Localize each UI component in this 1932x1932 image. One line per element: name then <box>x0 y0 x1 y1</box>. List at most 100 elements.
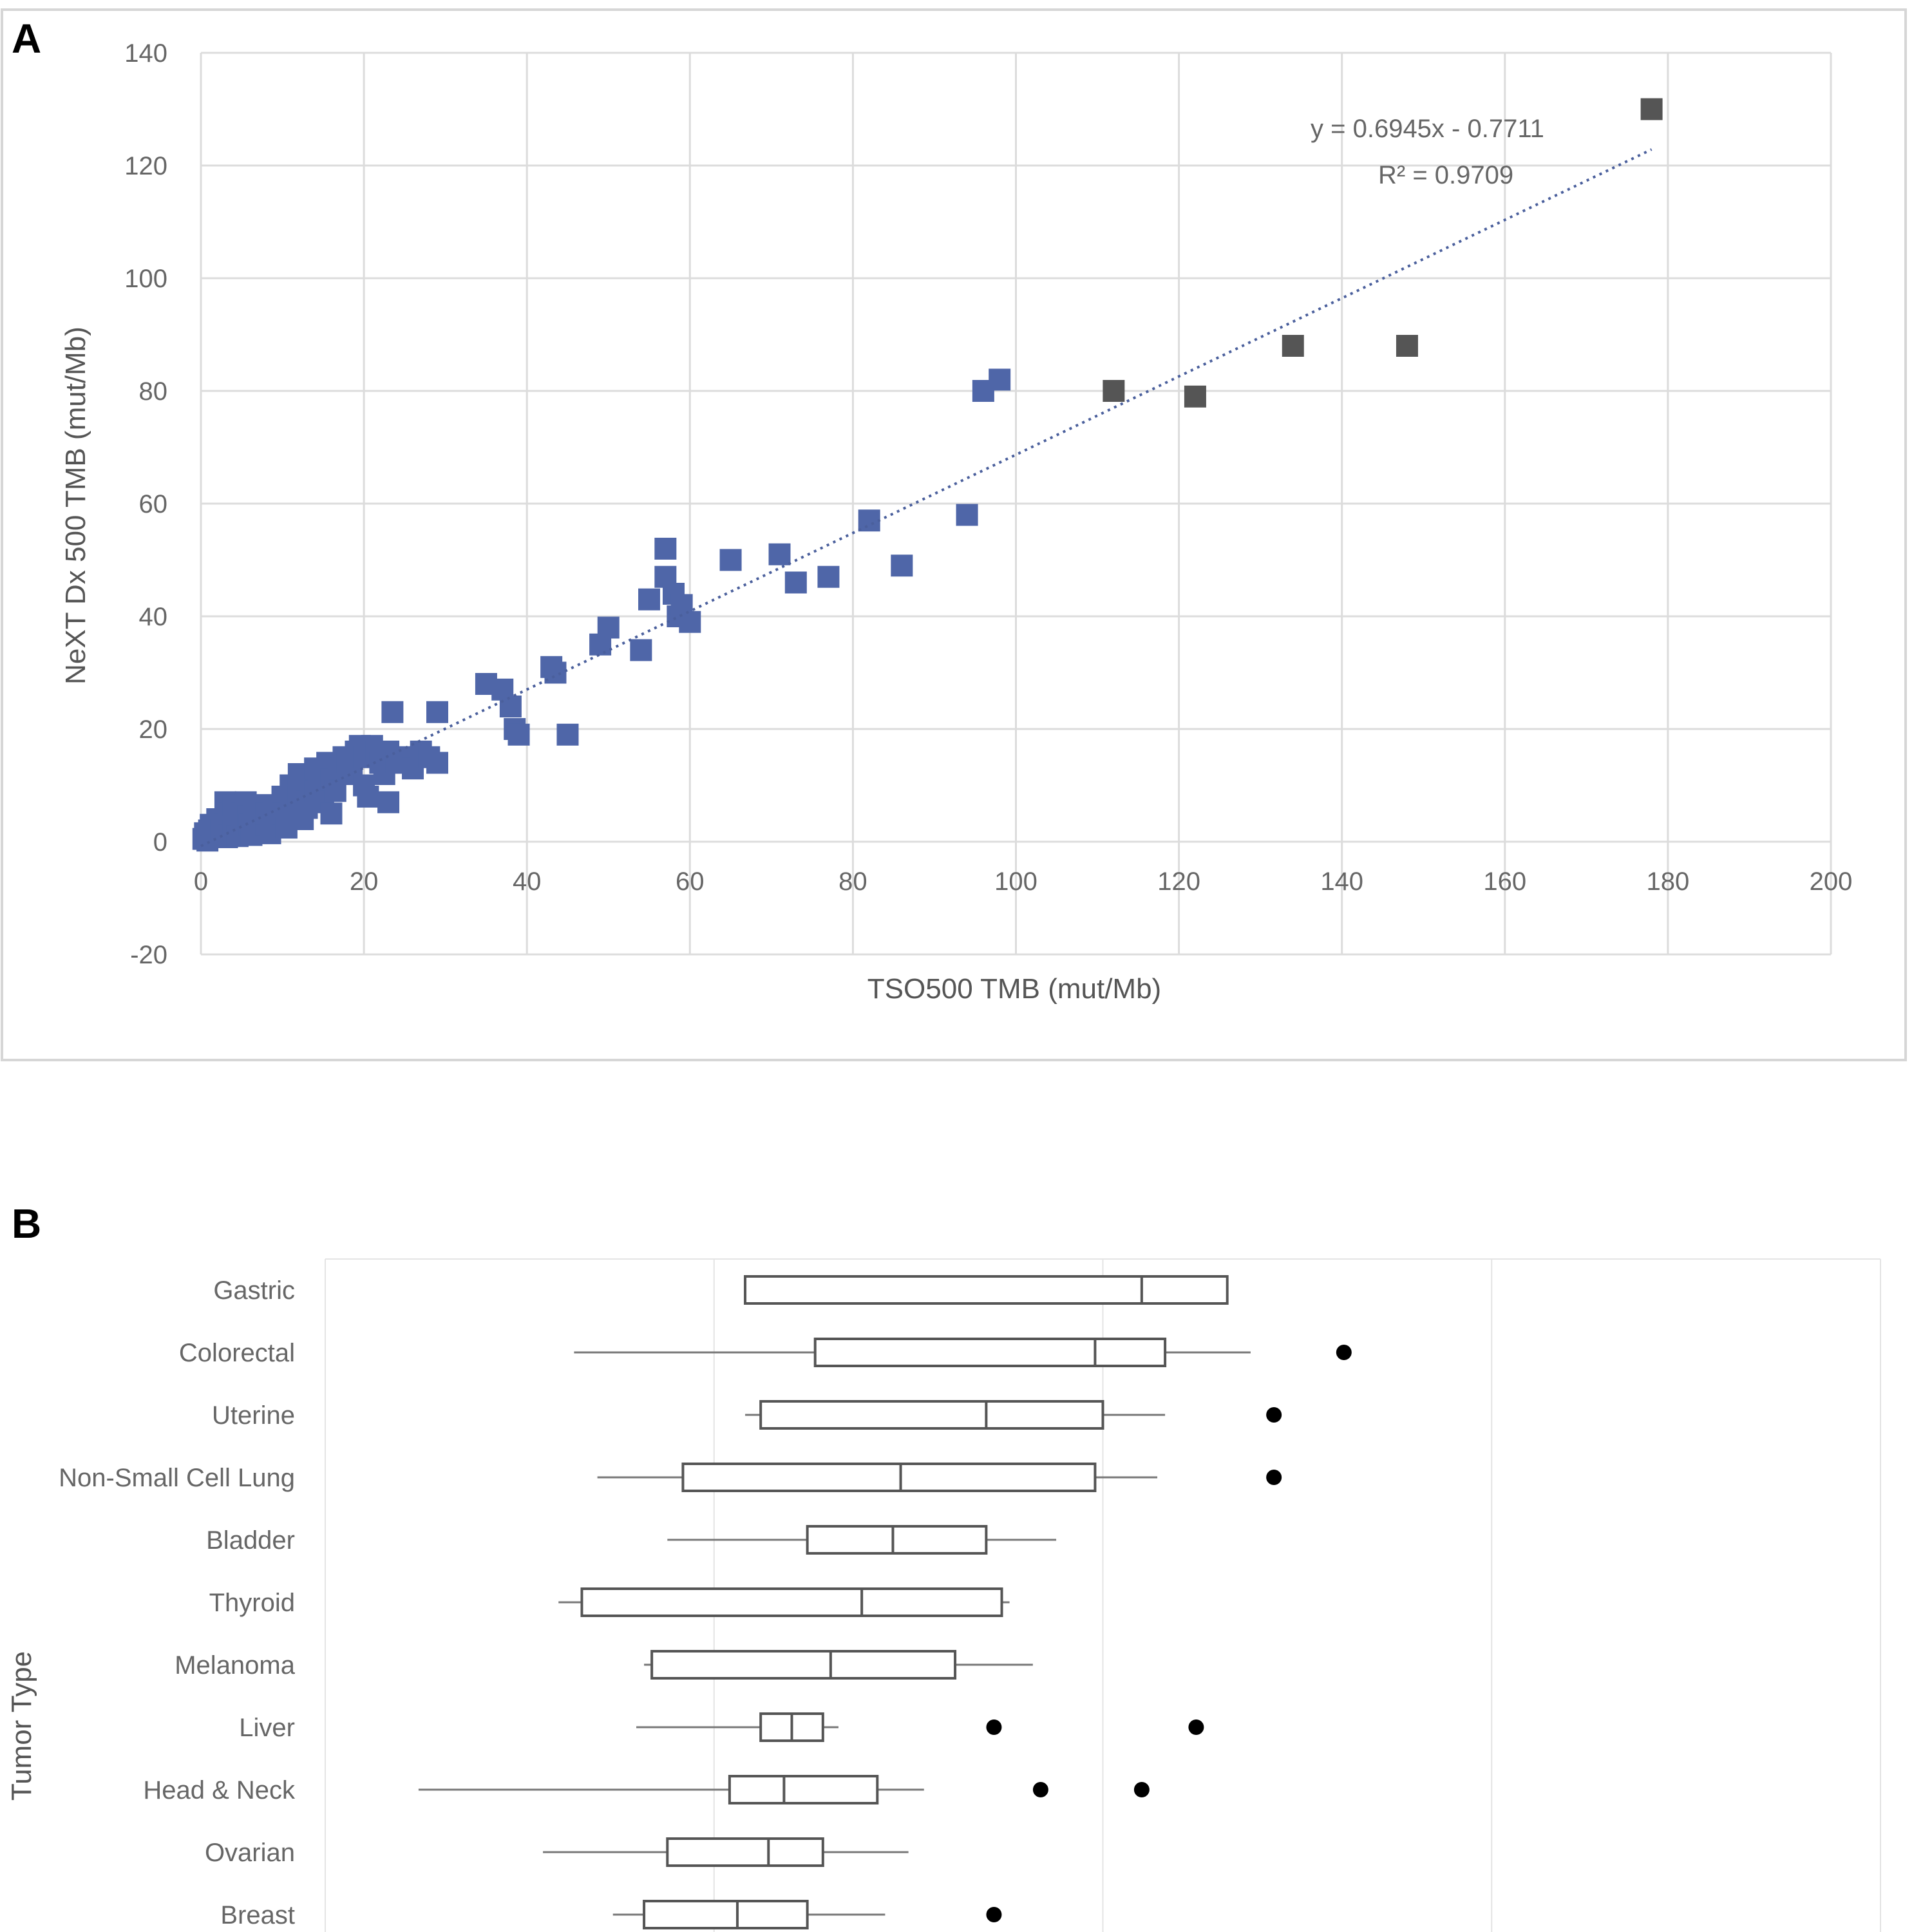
iqr-box <box>666 1837 824 1867</box>
box-plot-category-label: Non-Small Cell Lung <box>59 1464 295 1492</box>
box-plot-boxes <box>418 1275 1352 1929</box>
scatter-points <box>192 98 1663 852</box>
scatter-point <box>507 723 530 746</box>
scatter-point <box>630 639 652 661</box>
scatter-point <box>499 696 522 717</box>
scatter-x-tick-label: 120 <box>1157 867 1200 896</box>
scatter-y-axis-label: NeXT Dx 500 TMB (mut/Mb) <box>60 327 91 685</box>
box-plot-row <box>636 1712 1204 1742</box>
box-plot-row <box>744 1275 1229 1305</box>
box-plot-row <box>574 1338 1352 1367</box>
box-plot-row <box>667 1525 1057 1555</box>
scatter-point <box>556 723 579 746</box>
scatter-x-axis-label: TSO500 TMB (mut/Mb) <box>867 973 1161 1005</box>
scatter-y-tick-label: 120 <box>124 152 167 180</box>
scatter-point <box>357 786 379 808</box>
box-plot-category-label: Melanoma <box>175 1651 296 1680</box>
iqr-box <box>643 1900 809 1929</box>
scatter-point <box>679 611 701 633</box>
iqr-box <box>650 1650 957 1680</box>
outlier-point <box>1133 1782 1150 1797</box>
scatter-y-tick-label: 20 <box>139 715 168 744</box>
scatter-y-tick-labels: -20 0 20 40 60 80 100 120 140 <box>124 39 167 969</box>
scatter-y-tick-label: 40 <box>139 603 168 631</box>
box-plot-y-axis-label: Tumor Type <box>6 1651 37 1801</box>
box-plot-category-label: Liver <box>239 1714 295 1742</box>
scatter-x-tick-label: 60 <box>676 867 705 896</box>
box-plot-category-label: Head & Neck <box>143 1776 296 1804</box>
box-plot-category-label: Uterine <box>212 1401 295 1430</box>
scatter-point <box>891 554 913 577</box>
scatter-point <box>1184 385 1206 408</box>
panel-b: B Gastric Colorectal Uterine Non-Small Cell… <box>6 1200 1881 1932</box>
outlier-point <box>986 1719 1002 1735</box>
trendline-r-squared: R² = 0.9709 <box>1378 161 1513 189</box>
scatter-point <box>1640 98 1663 120</box>
box-plot-category-label: Ovarian <box>205 1839 295 1867</box>
outlier-point <box>1336 1345 1352 1360</box>
iqr-box <box>728 1775 879 1804</box>
box-plot-category-labels: Gastric Colorectal Uterine Non-Small Cell L… <box>59 1276 296 1929</box>
box-plot-row <box>745 1400 1282 1430</box>
scatter-point <box>426 701 448 723</box>
box-plot-category-label: Gastric <box>213 1276 295 1305</box>
trendline-equation: y = 0.6945x - 0.7711 <box>1311 115 1544 143</box>
trendline <box>200 148 1653 848</box>
iqr-box <box>759 1400 1104 1430</box>
panel-a-label: A <box>12 15 41 62</box>
scatter-y-tick-label: 100 <box>124 265 167 293</box>
scatter-point <box>989 368 1011 391</box>
scatter-point <box>1396 335 1418 357</box>
scatter-point <box>784 571 807 594</box>
scatter-point <box>377 791 400 813</box>
scatter-x-tick-labels: 0 20 40 60 80 100 120 140 160 180 200 <box>194 867 1853 896</box>
scatter-x-tick-label: 200 <box>1810 867 1853 896</box>
scatter-y-tick-label: 140 <box>124 39 167 68</box>
scatter-y-tick-label: 60 <box>139 490 168 518</box>
scatter-point <box>638 588 661 611</box>
scatter-point <box>381 701 404 723</box>
scatter-x-tick-label: 160 <box>1483 867 1526 896</box>
scatter-y-tick-label: -20 <box>130 941 167 969</box>
scatter-point <box>597 616 620 639</box>
outlier-point <box>1032 1782 1048 1797</box>
iqr-box <box>806 1525 988 1555</box>
outlier-point <box>1266 1470 1282 1485</box>
scatter-x-tick-label: 100 <box>994 867 1037 896</box>
box-plot-row <box>597 1463 1282 1492</box>
scatter-point <box>858 509 880 532</box>
scatter-point <box>956 504 978 526</box>
scatter-point <box>426 752 448 774</box>
outlier-point <box>986 1907 1002 1922</box>
box-plot-category-label: Breast <box>220 1901 295 1929</box>
scatter-point <box>1103 380 1125 402</box>
panel-a: A -20 0 20 40 60 80 100 120 140 0 20 40 60 80 100 120 1… <box>1 8 1907 1061</box>
scatter-gridlines <box>200 52 1832 956</box>
box-plot-row <box>418 1775 1150 1804</box>
scatter-point <box>654 538 677 560</box>
scatter-point <box>768 543 791 565</box>
scatter-x-tick-label: 180 <box>1647 867 1690 896</box>
box-plot-row <box>644 1650 1033 1680</box>
scatter-y-tick-label: 0 <box>153 828 167 857</box>
box-plot-category-label: Bladder <box>206 1526 295 1555</box>
scatter-point <box>817 565 840 588</box>
scatter-x-tick-label: 20 <box>350 867 379 896</box>
box-plot-row <box>543 1837 909 1867</box>
scatter-x-tick-label: 80 <box>838 867 867 896</box>
scatter-y-tick-label: 80 <box>139 377 168 406</box>
box-plot-row <box>612 1900 1002 1929</box>
iqr-box <box>681 1463 1097 1492</box>
iqr-box <box>813 1338 1167 1367</box>
scatter-point <box>719 549 742 571</box>
scatter-x-tick-label: 140 <box>1320 867 1363 896</box>
scatter-point <box>320 802 343 825</box>
panel-b-label: B <box>12 1200 41 1247</box>
scatter-x-tick-label: 0 <box>194 867 208 896</box>
outlier-point <box>1188 1719 1204 1735</box>
scatter-point <box>1282 335 1304 357</box>
iqr-box <box>744 1275 1229 1305</box>
panel-a-frame <box>1 8 1907 1061</box>
iqr-box <box>580 1587 1003 1617</box>
